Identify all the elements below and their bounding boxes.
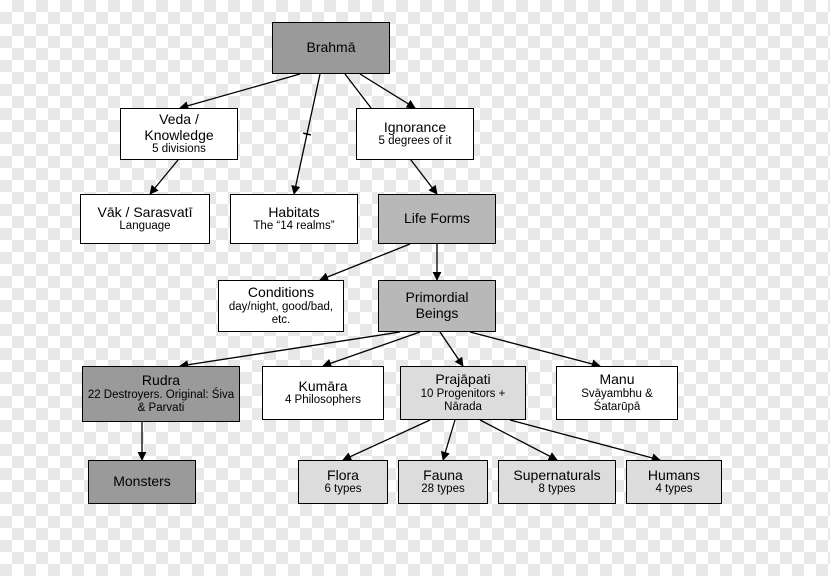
node-subtitle: Language [119, 220, 170, 233]
edge-prajapati-supernat [480, 420, 557, 460]
edge-lifeforms-conditions [320, 244, 410, 280]
node-subtitle: 8 types [538, 483, 575, 496]
node-title: Monsters [113, 474, 171, 490]
node-subtitle: 5 degrees of it [379, 135, 452, 148]
node-flora: Flora6 types [298, 460, 388, 504]
node-supernat: Supernaturals8 types [498, 460, 616, 504]
node-title: Veda / Knowledge [125, 112, 233, 143]
node-title: Supernaturals [513, 468, 600, 484]
node-subtitle: 6 types [324, 483, 361, 496]
edge-brahma-habitats [294, 74, 320, 194]
node-title: Rudra [142, 373, 180, 389]
node-subtitle: 10 Progenitors + Nārada [405, 388, 521, 414]
node-conditions: Conditionsday/night, good/bad, etc. [218, 280, 344, 332]
edge-prajapati-flora [343, 420, 430, 460]
node-subtitle: 4 Philosophers [285, 394, 361, 407]
node-subtitle: 22 Destroyers. Original: Śiva & Parvati [87, 389, 235, 415]
edge-tick [303, 133, 311, 135]
node-subtitle: day/night, good/bad, etc. [223, 301, 339, 327]
node-habitats: HabitatsThe “14 realms” [230, 194, 358, 244]
node-kumara: Kumāra4 Philosophers [262, 366, 384, 420]
node-title: Prajāpati [435, 372, 490, 388]
edge-prajapati-fauna [443, 420, 455, 460]
node-manu: ManuSvāyambhu & Śatarūpā [556, 366, 678, 420]
node-title: Flora [327, 468, 359, 484]
edge-primordial-manu [470, 332, 600, 366]
node-veda: Veda / Knowledge5 divisions [120, 108, 238, 160]
edge-primordial-prajapati [440, 332, 463, 366]
edge-prajapati-humans [510, 420, 660, 460]
node-fauna: Fauna28 types [398, 460, 488, 504]
node-subtitle: 4 types [655, 483, 692, 496]
node-rudra: Rudra22 Destroyers. Original: Śiva & Par… [82, 366, 240, 422]
node-subtitle: Svāyambhu & Śatarūpā [561, 388, 673, 414]
node-monsters: Monsters [88, 460, 196, 504]
edge-primordial-rudra [180, 332, 400, 366]
node-title: Ignorance [384, 120, 446, 136]
node-title: Brahmā [306, 40, 355, 56]
node-title: Vāk / Sarasvatī [98, 205, 193, 221]
node-title: Primordial Beings [383, 290, 491, 321]
edge-primordial-kumara [323, 332, 420, 366]
node-title: Conditions [248, 285, 314, 301]
node-title: Fauna [423, 468, 463, 484]
node-ignorance: Ignorance5 degrees of it [356, 108, 474, 160]
node-primordial: Primordial Beings [378, 280, 496, 332]
node-prajapati: Prajāpati10 Progenitors + Nārada [400, 366, 526, 420]
node-subtitle: 28 types [421, 483, 464, 496]
node-brahma: Brahmā [272, 22, 390, 74]
node-subtitle: The “14 realms” [253, 220, 334, 233]
node-subtitle: 5 divisions [152, 143, 206, 156]
node-title: Habitats [268, 205, 319, 221]
node-title: Manu [599, 372, 634, 388]
edge-veda-vak [150, 160, 178, 194]
node-title: Humans [648, 468, 700, 484]
hierarchy-diagram: Brahmā Veda / Knowledge5 divisions Ignoran… [0, 0, 830, 576]
node-lifeforms: Life Forms [378, 194, 496, 244]
node-humans: Humans4 types [626, 460, 722, 504]
node-title: Kumāra [298, 379, 347, 395]
node-title: Life Forms [404, 211, 470, 227]
node-vak: Vāk / SarasvatīLanguage [80, 194, 210, 244]
edge-brahma-ignorance [360, 74, 415, 108]
edge-brahma-veda [180, 74, 300, 108]
